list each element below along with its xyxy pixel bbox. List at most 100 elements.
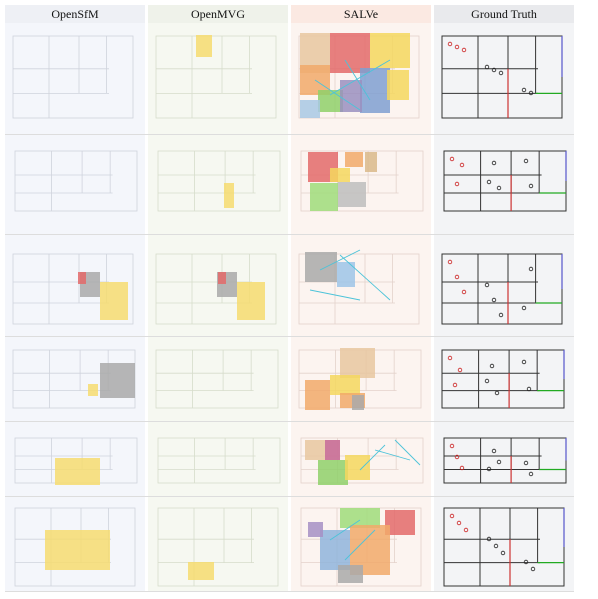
camera	[486, 466, 492, 472]
camera	[459, 465, 465, 471]
camera	[523, 559, 529, 565]
camera	[484, 64, 490, 70]
room-prediction	[196, 35, 212, 57]
camera	[447, 41, 453, 47]
camera	[486, 536, 492, 542]
camera	[449, 513, 455, 519]
floorplan-outline	[298, 253, 420, 325]
camera	[463, 527, 469, 533]
camera	[454, 274, 460, 280]
room-prediction	[188, 562, 214, 580]
camera	[449, 156, 455, 162]
camera	[461, 289, 467, 295]
floorplan-outline	[157, 150, 281, 212]
room-prediction	[305, 252, 337, 282]
room-prediction	[340, 348, 375, 378]
camera	[454, 454, 460, 460]
pose-edge	[329, 59, 391, 96]
camera	[528, 471, 534, 477]
room-prediction	[330, 168, 350, 182]
floorplan-outline	[155, 253, 277, 325]
pose-edge	[314, 79, 361, 111]
camera	[454, 44, 460, 50]
camera	[498, 70, 504, 76]
pose-edge	[359, 444, 386, 471]
column-header: Ground Truth	[471, 7, 537, 21]
room-prediction	[338, 182, 366, 207]
room-prediction	[88, 384, 98, 396]
camera	[496, 459, 502, 465]
camera	[496, 185, 502, 191]
pose-edge	[374, 449, 411, 461]
room-prediction	[320, 530, 350, 570]
header-bg	[434, 5, 574, 23]
column-header: OpenMVG	[191, 7, 245, 21]
floorplan-outline	[14, 150, 138, 212]
room-prediction	[352, 395, 364, 410]
room-prediction	[325, 440, 340, 460]
room-prediction	[387, 70, 409, 100]
camera	[528, 266, 534, 272]
room-prediction	[237, 282, 265, 320]
column-bg	[434, 5, 574, 591]
header-bg	[5, 5, 145, 23]
camera	[494, 390, 500, 396]
camera	[484, 378, 490, 384]
room-prediction	[338, 565, 363, 583]
camera	[500, 550, 506, 556]
room-prediction	[305, 380, 330, 410]
room-prediction	[310, 183, 338, 211]
camera	[491, 448, 497, 454]
room-prediction	[370, 33, 410, 68]
camera	[493, 543, 499, 549]
column-bg	[148, 5, 288, 591]
room-prediction	[337, 262, 355, 287]
room-prediction	[345, 455, 370, 480]
room-prediction	[100, 363, 135, 398]
camera	[484, 282, 490, 288]
room-prediction	[224, 183, 234, 208]
room-prediction	[345, 152, 363, 167]
floorplan-outline	[155, 35, 277, 119]
header-bg	[291, 5, 431, 23]
room-prediction	[340, 508, 380, 528]
floorplan-outline	[155, 349, 279, 409]
camera	[521, 87, 527, 93]
floorplan-outline	[14, 507, 136, 587]
camera	[491, 160, 497, 166]
room-prediction	[330, 375, 360, 395]
room-prediction	[218, 272, 226, 284]
pose-edge	[394, 439, 421, 466]
camera	[454, 181, 460, 187]
camera	[447, 355, 453, 361]
pose-edge	[329, 519, 361, 541]
camera	[523, 460, 529, 466]
camera	[447, 259, 453, 265]
pose-edge	[344, 529, 376, 561]
room-prediction	[308, 522, 323, 537]
room-prediction	[100, 282, 128, 320]
floorplan-outline	[157, 437, 281, 484]
camera	[526, 386, 532, 392]
camera	[528, 90, 534, 96]
camera	[457, 367, 463, 373]
camera	[523, 158, 529, 164]
camera	[459, 162, 465, 168]
camera	[491, 297, 497, 303]
floorplan-outline	[157, 507, 279, 587]
camera	[521, 359, 527, 365]
camera	[486, 179, 492, 185]
room-prediction	[55, 458, 100, 485]
camera	[461, 47, 467, 53]
camera	[489, 363, 495, 369]
floorplan-outline	[300, 437, 424, 484]
camera	[530, 566, 536, 572]
room-prediction	[45, 530, 110, 570]
camera	[521, 305, 527, 311]
column-header: SALVe	[344, 7, 378, 21]
room-prediction	[330, 33, 370, 73]
room-prediction	[318, 460, 348, 485]
pose-edge	[309, 289, 361, 301]
